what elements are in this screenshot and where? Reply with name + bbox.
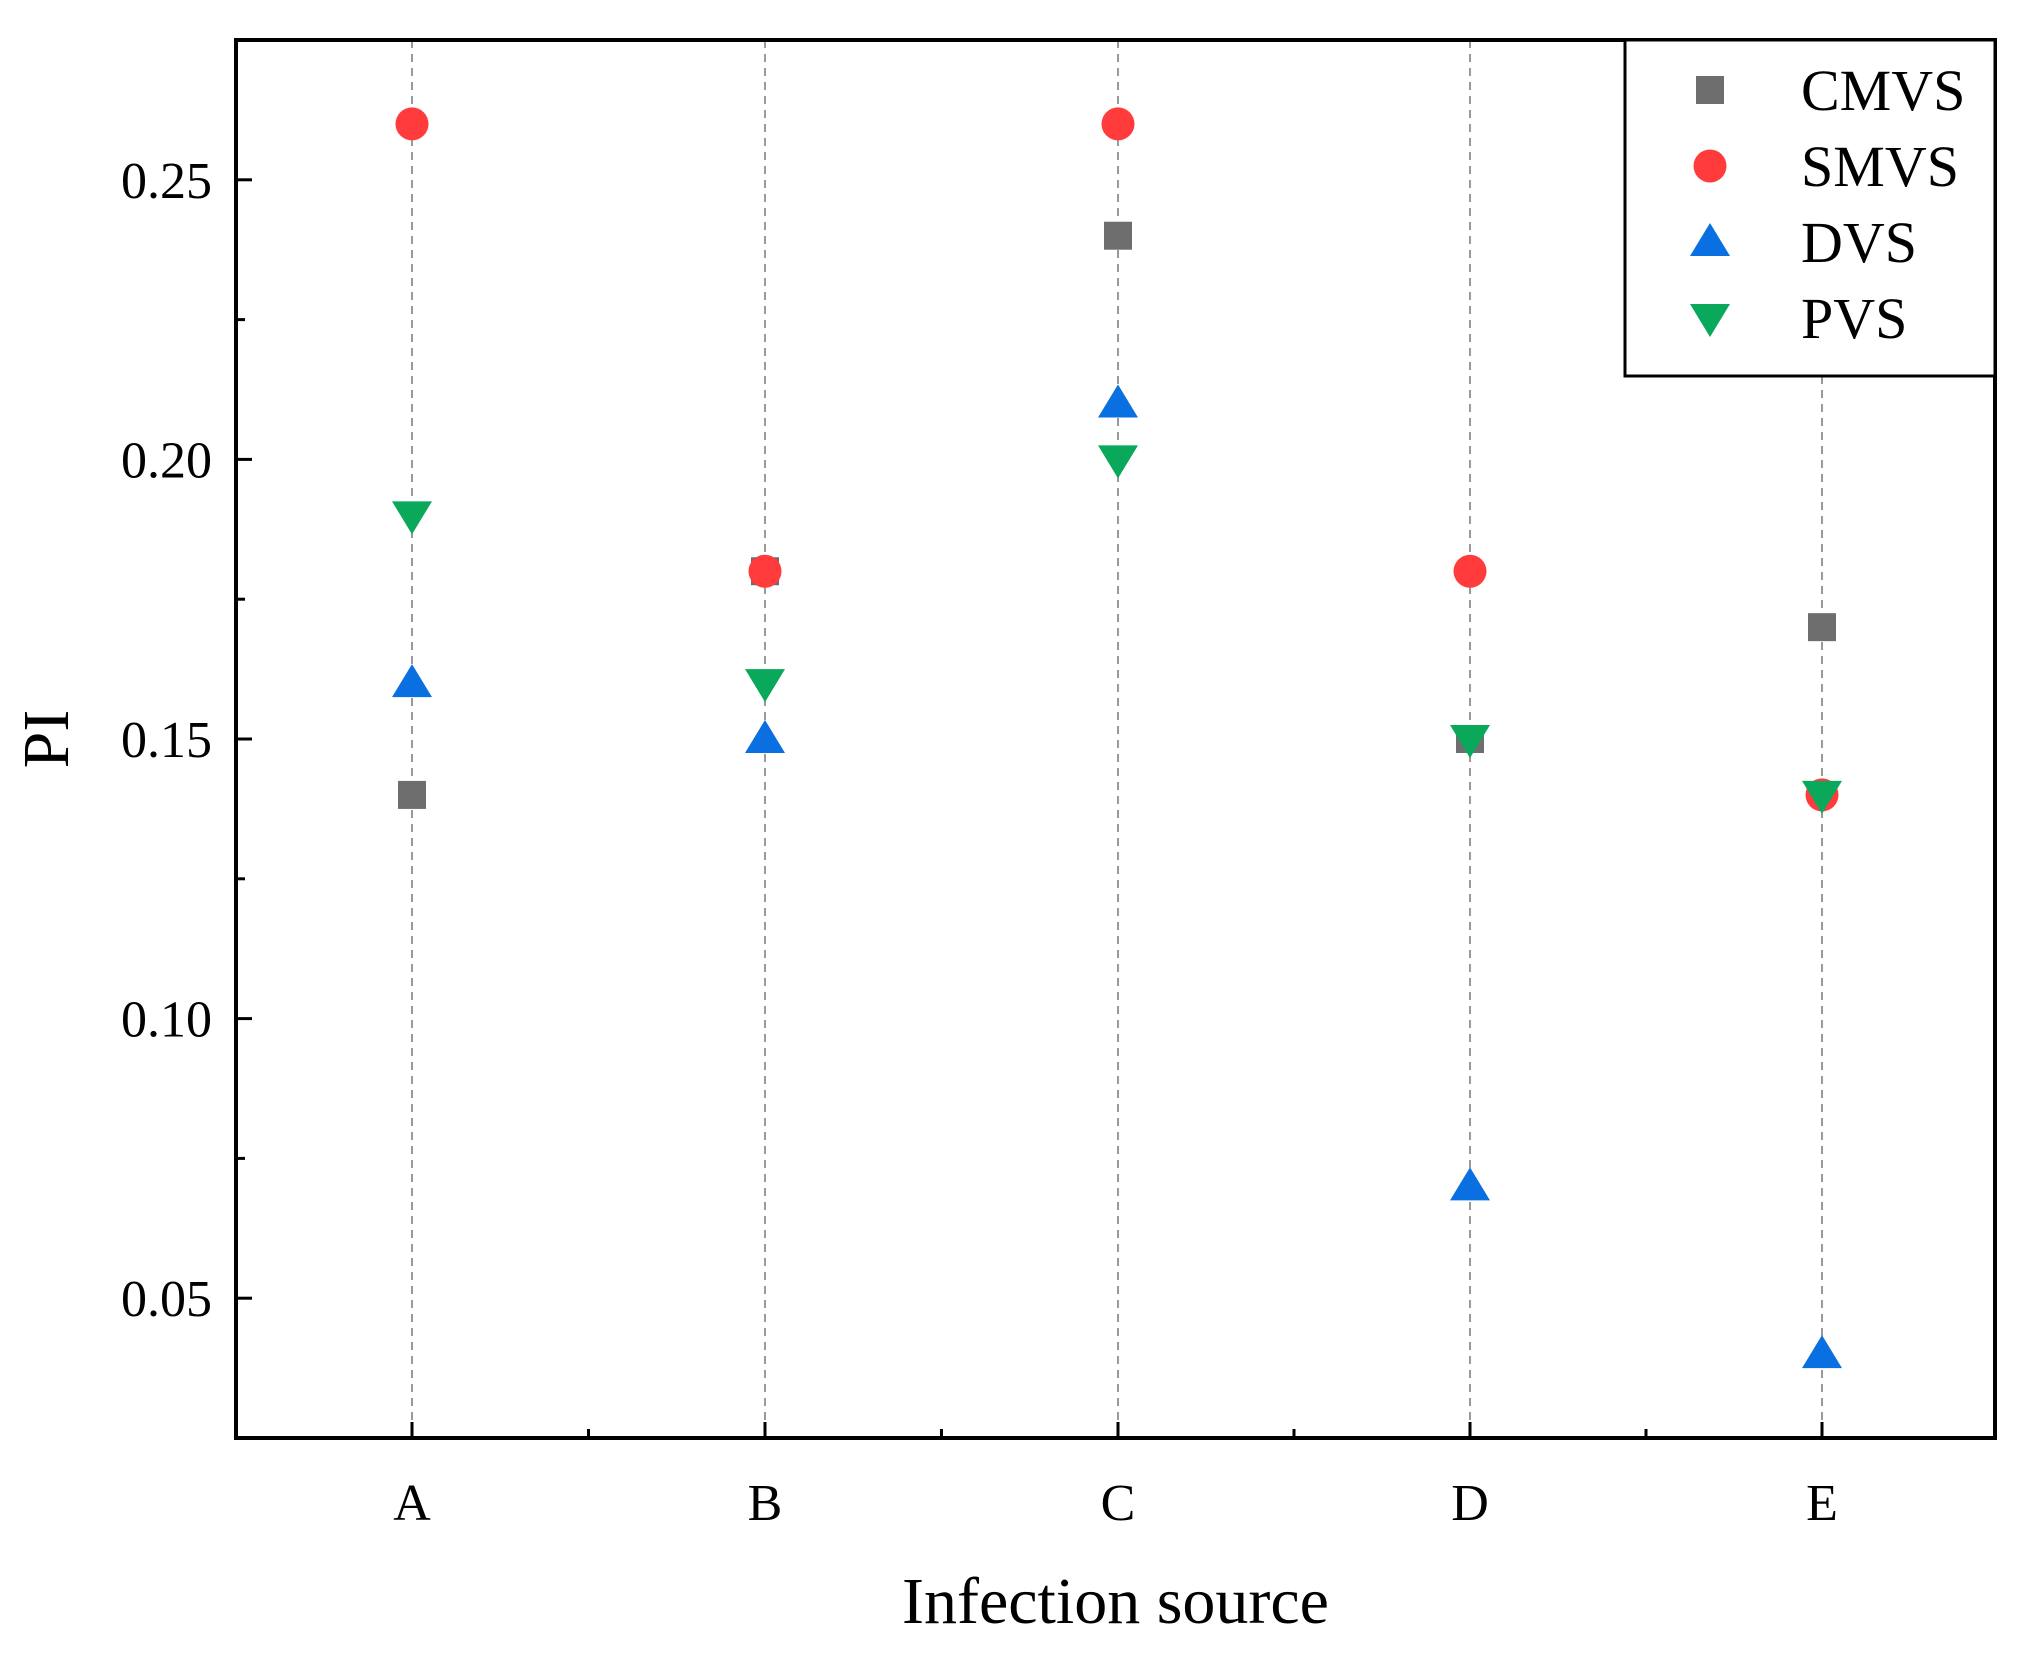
y-tick-label: 0.05 [121,1271,212,1328]
data-points [392,107,1842,1369]
x-tick-label-c: C [1101,1475,1136,1532]
legend-marker-dvs [1690,223,1730,256]
legend-label-pvs: PVS [1801,286,1907,351]
legend-marker-cmvs [1696,76,1724,104]
point-dvs-d [1450,1167,1490,1201]
x-tick-label-e: E [1806,1475,1838,1532]
legend-label-cmvs: CMVS [1801,58,1965,123]
legend-marker-smvs [1693,149,1727,183]
point-pvs-b [745,669,785,703]
point-pvs-c [1098,445,1138,479]
point-smvs-b [748,554,782,588]
point-dvs-b [745,720,785,753]
point-pvs-a [392,501,432,535]
grid-lines [411,40,1823,1438]
point-smvs-c [1101,107,1135,141]
y-axis-title: PI [10,710,83,769]
series-dvs [392,384,1842,1369]
y-tick-label: 0.25 [121,153,212,210]
point-smvs-a [395,107,429,141]
y-tick-label: 0.15 [121,712,212,769]
legend-marker-pvs [1690,304,1730,337]
y-tick-labels: 0.05 0.10 0.15 0.20 0.25 [121,153,212,1328]
point-dvs-a [392,664,432,698]
x-axis-title: Infection source [902,1565,1329,1638]
y-tick-label: 0.10 [121,992,212,1049]
legend-label-dvs: DVS [1801,210,1917,275]
legend: CMVS SMVS DVS PVS [1623,38,1997,378]
point-cmvs-e [1808,613,1836,642]
axis-ticks [236,178,1824,1438]
x-tick-label-a: A [393,1475,431,1532]
point-dvs-e [1802,1335,1842,1369]
x-tick-label-b: B [748,1475,783,1532]
legend-box [1623,38,1997,378]
series-smvs [395,107,1839,812]
y-tick-label: 0.20 [121,432,212,489]
x-tick-labels: A B C D E [393,1475,1838,1532]
point-cmvs-a [398,780,426,809]
point-dvs-c [1098,384,1138,418]
point-smvs-d [1453,554,1487,588]
x-tick-label-d: D [1451,1475,1489,1532]
point-cmvs-c [1104,221,1132,250]
point-pvs-e [1802,780,1842,814]
point-pvs-d [1450,725,1490,758]
legend-label-smvs: SMVS [1801,134,1959,199]
series-pvs [392,445,1842,814]
